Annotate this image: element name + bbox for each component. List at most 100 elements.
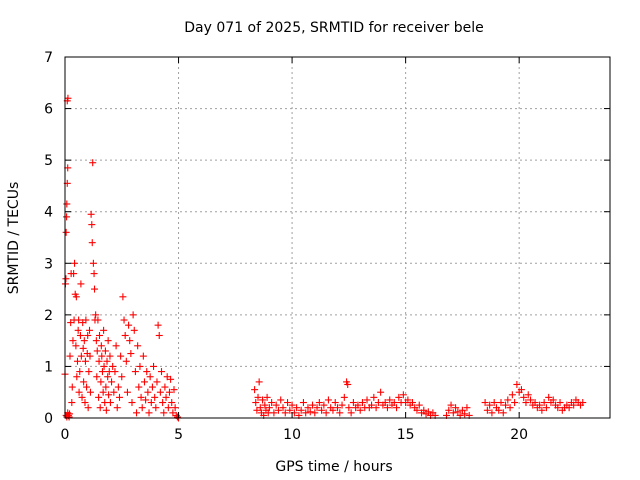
data-point: [121, 331, 129, 339]
data-point: [304, 404, 312, 412]
data-point: [85, 368, 93, 376]
data-point: [68, 399, 76, 407]
data-point: [497, 399, 505, 407]
data-point: [72, 342, 80, 350]
data-point: [506, 404, 514, 412]
data-point: [63, 213, 71, 221]
data-point: [87, 210, 95, 218]
data-point: [140, 378, 148, 386]
data-point: [508, 391, 516, 399]
data-point: [123, 388, 131, 396]
data-point: [159, 399, 167, 407]
data-point: [368, 401, 376, 409]
data-point: [93, 373, 101, 381]
data-point: [86, 388, 94, 396]
data-point: [98, 352, 106, 360]
data-point: [463, 404, 471, 412]
data-point: [83, 383, 91, 391]
data-point: [306, 408, 314, 416]
data-point: [297, 406, 305, 414]
data-point: [424, 408, 432, 416]
data-point: [152, 404, 160, 412]
data-point: [481, 399, 489, 407]
data-point: [79, 344, 87, 352]
data-point: [112, 342, 120, 350]
data-point: [151, 393, 159, 401]
data-point: [345, 404, 353, 412]
y-tick-label: 0: [44, 411, 53, 427]
data-point: [488, 409, 496, 417]
data-point: [73, 357, 81, 365]
x-tick-label: 0: [61, 427, 70, 443]
data-point: [89, 159, 97, 167]
data-point: [100, 362, 108, 370]
data-point: [315, 399, 323, 407]
data-point: [393, 404, 401, 412]
data-point: [86, 326, 94, 334]
data-point: [286, 406, 294, 414]
data-point: [358, 399, 366, 407]
data-point: [447, 401, 455, 409]
data-point: [277, 396, 285, 404]
data-point: [299, 399, 307, 407]
data-point: [76, 331, 84, 339]
data-point: [344, 380, 352, 388]
data-point: [147, 399, 155, 407]
data-point: [490, 399, 498, 407]
data-point: [549, 396, 557, 404]
x-tick-label: 20: [510, 427, 528, 443]
data-point: [108, 378, 116, 386]
data-point: [114, 383, 122, 391]
data-point: [579, 399, 587, 407]
data-point: [77, 352, 85, 360]
data-point: [354, 401, 362, 409]
data-point: [135, 383, 143, 391]
x-tick-label: 5: [174, 427, 183, 443]
data-point: [524, 391, 532, 399]
data-point: [279, 404, 287, 412]
data-point: [540, 399, 548, 407]
data-point: [80, 337, 88, 345]
data-point: [171, 404, 179, 412]
data-point: [64, 94, 72, 102]
data-point: [97, 342, 105, 350]
y-tick-label: 6: [44, 102, 53, 118]
data-point: [90, 270, 98, 278]
data-point: [284, 399, 292, 407]
data-point: [116, 393, 123, 401]
data-point: [309, 401, 317, 409]
data-point: [158, 368, 166, 376]
data-point: [545, 393, 553, 401]
data-point: [82, 316, 90, 324]
data-point: [251, 386, 259, 394]
data-point: [527, 396, 535, 404]
data-point: [110, 388, 118, 396]
data-point: [167, 375, 175, 383]
data-point: [504, 396, 512, 404]
data-point: [100, 326, 108, 334]
data-point: [88, 239, 96, 247]
data-point: [145, 409, 153, 417]
y-tick-label: 5: [44, 153, 53, 169]
data-point: [128, 399, 136, 407]
data-point: [97, 378, 105, 386]
data-point: [170, 386, 178, 394]
data-point: [173, 413, 181, 421]
data-point: [102, 406, 110, 414]
data-point: [75, 388, 83, 396]
data-point: [254, 393, 262, 401]
data-point: [88, 221, 96, 229]
data-point: [74, 326, 82, 334]
data-point: [265, 404, 273, 412]
data-point: [502, 401, 510, 409]
data-point: [104, 373, 112, 381]
data-point: [122, 357, 130, 365]
data-point: [98, 368, 106, 376]
data-point: [62, 228, 70, 236]
data-point: [486, 401, 494, 409]
data-point: [370, 393, 378, 401]
data-point: [80, 378, 88, 386]
data-point: [106, 399, 114, 407]
data-point: [127, 350, 135, 358]
data-point: [415, 401, 423, 409]
